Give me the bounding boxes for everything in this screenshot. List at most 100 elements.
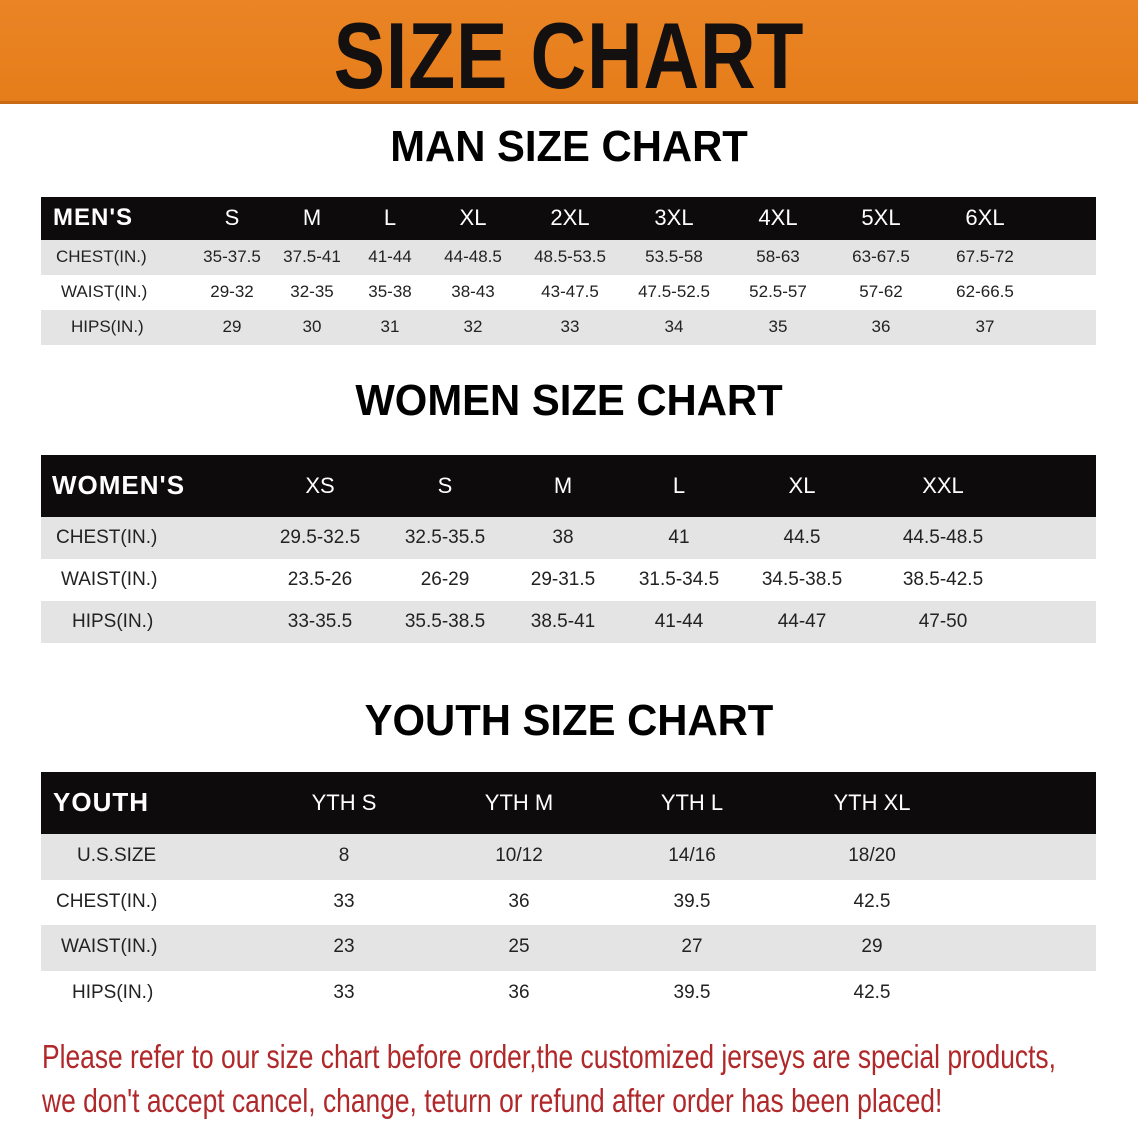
table-row: WAIST(IN.) 29-32 32-35 35-38 38-43 43-47.5 47.…: [41, 275, 1096, 310]
measurement-label: CHEST(IN.): [56, 890, 158, 912]
size-column-header: YTH L: [660, 789, 724, 815]
measurement-value: 29: [222, 317, 242, 337]
youth-header-label: YOUTH: [53, 787, 149, 818]
measurement-value: 38.5-42.5: [902, 568, 984, 590]
women-section-title: WOMEN SIZE CHART: [355, 376, 783, 425]
measurement-label: WAIST(IN.): [61, 936, 158, 958]
measurement-value: 29-31.5: [530, 568, 596, 590]
measurement-value: 33: [560, 317, 580, 337]
measurement-value: 35-38: [368, 282, 412, 302]
size-column-header: M: [553, 472, 573, 498]
measurement-value: 34: [664, 317, 684, 337]
size-column-header: YTH XL: [833, 789, 911, 815]
measurement-label: HIPS(IN.): [71, 317, 144, 337]
youth-header-row: YOUTH YTH S YTH M YTH L YTH XL: [41, 772, 1096, 834]
size-column-header: S: [437, 472, 453, 498]
banner: SIZE CHART: [0, 0, 1138, 108]
measurement-value: 27: [681, 936, 703, 958]
table-row: WAIST(IN.) 23 25 27 29: [41, 925, 1096, 971]
measurement-value: 29: [861, 936, 883, 958]
women-size-table: WOMEN'S XS S M L XL XXL CHEST(IN.) 29.5-32.5 32.5…: [41, 455, 1096, 643]
table-row: CHEST(IN.) 35-37.5 37.5-41 41-44 44-48.5 48.5…: [41, 240, 1096, 275]
measurement-value: 58-63: [756, 247, 800, 267]
measurement-label: U.S.SIZE: [77, 845, 157, 867]
measurement-value: 38.5-41: [530, 610, 596, 632]
size-column-header: XS: [305, 472, 335, 498]
measurement-value: 52.5-57: [749, 282, 807, 302]
table-row: CHEST(IN.) 33 36 39.5 42.5: [41, 880, 1096, 926]
measurement-value: 23.5-26: [287, 568, 353, 590]
measurement-value: 31.5-34.5: [638, 568, 720, 590]
size-column-header: XL: [788, 472, 816, 498]
measurement-value: 39.5: [673, 890, 711, 912]
measurement-value: 42.5: [853, 981, 891, 1003]
size-column-header: 3XL: [654, 205, 694, 231]
measurement-value: 18/20: [848, 845, 896, 867]
size-column-header: 4XL: [758, 205, 798, 231]
men-header-label: MEN'S: [53, 204, 134, 232]
youth-section-title: YOUTH SIZE CHART: [364, 696, 774, 745]
table-row: WAIST(IN.) 23.5-26 26-29 29-31.5 31.5-34.5 34…: [41, 559, 1096, 601]
youth-size-table: YOUTH YTH S YTH M YTH L YTH XL U.S.SIZE 8 10/12…: [41, 772, 1096, 1016]
measurement-value: 33: [333, 890, 355, 912]
measurement-value: 35: [768, 317, 788, 337]
banner-title: SIZE CHART: [333, 3, 805, 108]
size-column-header: YTH M: [484, 789, 554, 815]
measurement-label: WAIST(IN.): [61, 568, 158, 590]
measurement-value: 41-44: [654, 610, 704, 632]
measurement-value: 57-62: [859, 282, 903, 302]
measurement-value: 48.5-53.5: [534, 247, 606, 267]
measurement-value: 8: [338, 845, 350, 867]
measurement-value: 38: [552, 526, 574, 548]
measurement-label: CHEST(IN.): [56, 247, 147, 267]
measurement-value: 47.5-52.5: [638, 282, 710, 302]
women-header-row: WOMEN'S XS S M L XL XXL: [41, 455, 1096, 517]
measurement-value: 32-35: [290, 282, 334, 302]
measurement-value: 67.5-72: [956, 247, 1014, 267]
men-header-row: MEN'S S M L XL 2XL 3XL 4XL 5XL 6XL: [41, 197, 1096, 240]
measurement-value: 31: [380, 317, 400, 337]
measurement-value: 32: [463, 317, 483, 337]
table-row: HIPS(IN.) 33-35.5 35.5-38.5 38.5-41 41-44 44-…: [41, 601, 1096, 643]
notice-line-1: Please refer to our size chart before or…: [42, 1038, 1056, 1075]
measurement-value: 44-47: [777, 610, 827, 632]
measurement-value: 36: [871, 317, 891, 337]
measurement-value: 33-35.5: [287, 610, 353, 632]
size-column-header: YTH S: [311, 789, 377, 815]
measurement-value: 23: [333, 936, 355, 958]
measurement-label: HIPS(IN.): [72, 981, 154, 1003]
size-column-header: L: [383, 205, 397, 231]
measurement-value: 44.5: [783, 526, 821, 548]
size-column-header: 2XL: [550, 205, 590, 231]
men-section-title: MAN SIZE CHART: [390, 122, 748, 171]
measurement-value: 38-43: [451, 282, 495, 302]
measurement-value: 32.5-35.5: [404, 526, 486, 548]
measurement-value: 44-48.5: [444, 247, 502, 267]
size-column-header: XXL: [922, 472, 964, 498]
size-column-header: 6XL: [965, 205, 1005, 231]
measurement-value: 14/16: [668, 845, 716, 867]
table-row: U.S.SIZE 8 10/12 14/16 18/20: [41, 834, 1096, 880]
measurement-value: 53.5-58: [645, 247, 703, 267]
measurement-value: 43-47.5: [541, 282, 599, 302]
measurement-value: 62-66.5: [956, 282, 1014, 302]
measurement-value: 26-29: [420, 568, 470, 590]
size-column-header: S: [224, 205, 240, 231]
table-row: HIPS(IN.) 29 30 31 32 33 34 35 36 37: [41, 310, 1096, 345]
measurement-value: 41: [668, 526, 690, 548]
measurement-value: 37.5-41: [283, 247, 341, 267]
measurement-value: 41-44: [368, 247, 412, 267]
measurement-value: 30: [302, 317, 322, 337]
measurement-value: 37: [975, 317, 995, 337]
size-column-header: M: [302, 205, 322, 231]
size-column-header: 5XL: [861, 205, 901, 231]
measurement-value: 42.5: [853, 890, 891, 912]
measurement-label: WAIST(IN.): [61, 282, 148, 302]
measurement-label: CHEST(IN.): [56, 526, 158, 548]
measurement-value: 44.5-48.5: [902, 526, 984, 548]
notice-line-2: we don't accept cancel, change, teturn o…: [42, 1082, 943, 1119]
measurement-label: HIPS(IN.): [72, 610, 154, 632]
measurement-value: 29.5-32.5: [279, 526, 361, 548]
size-column-header: L: [672, 472, 686, 498]
measurement-value: 36: [508, 981, 530, 1003]
